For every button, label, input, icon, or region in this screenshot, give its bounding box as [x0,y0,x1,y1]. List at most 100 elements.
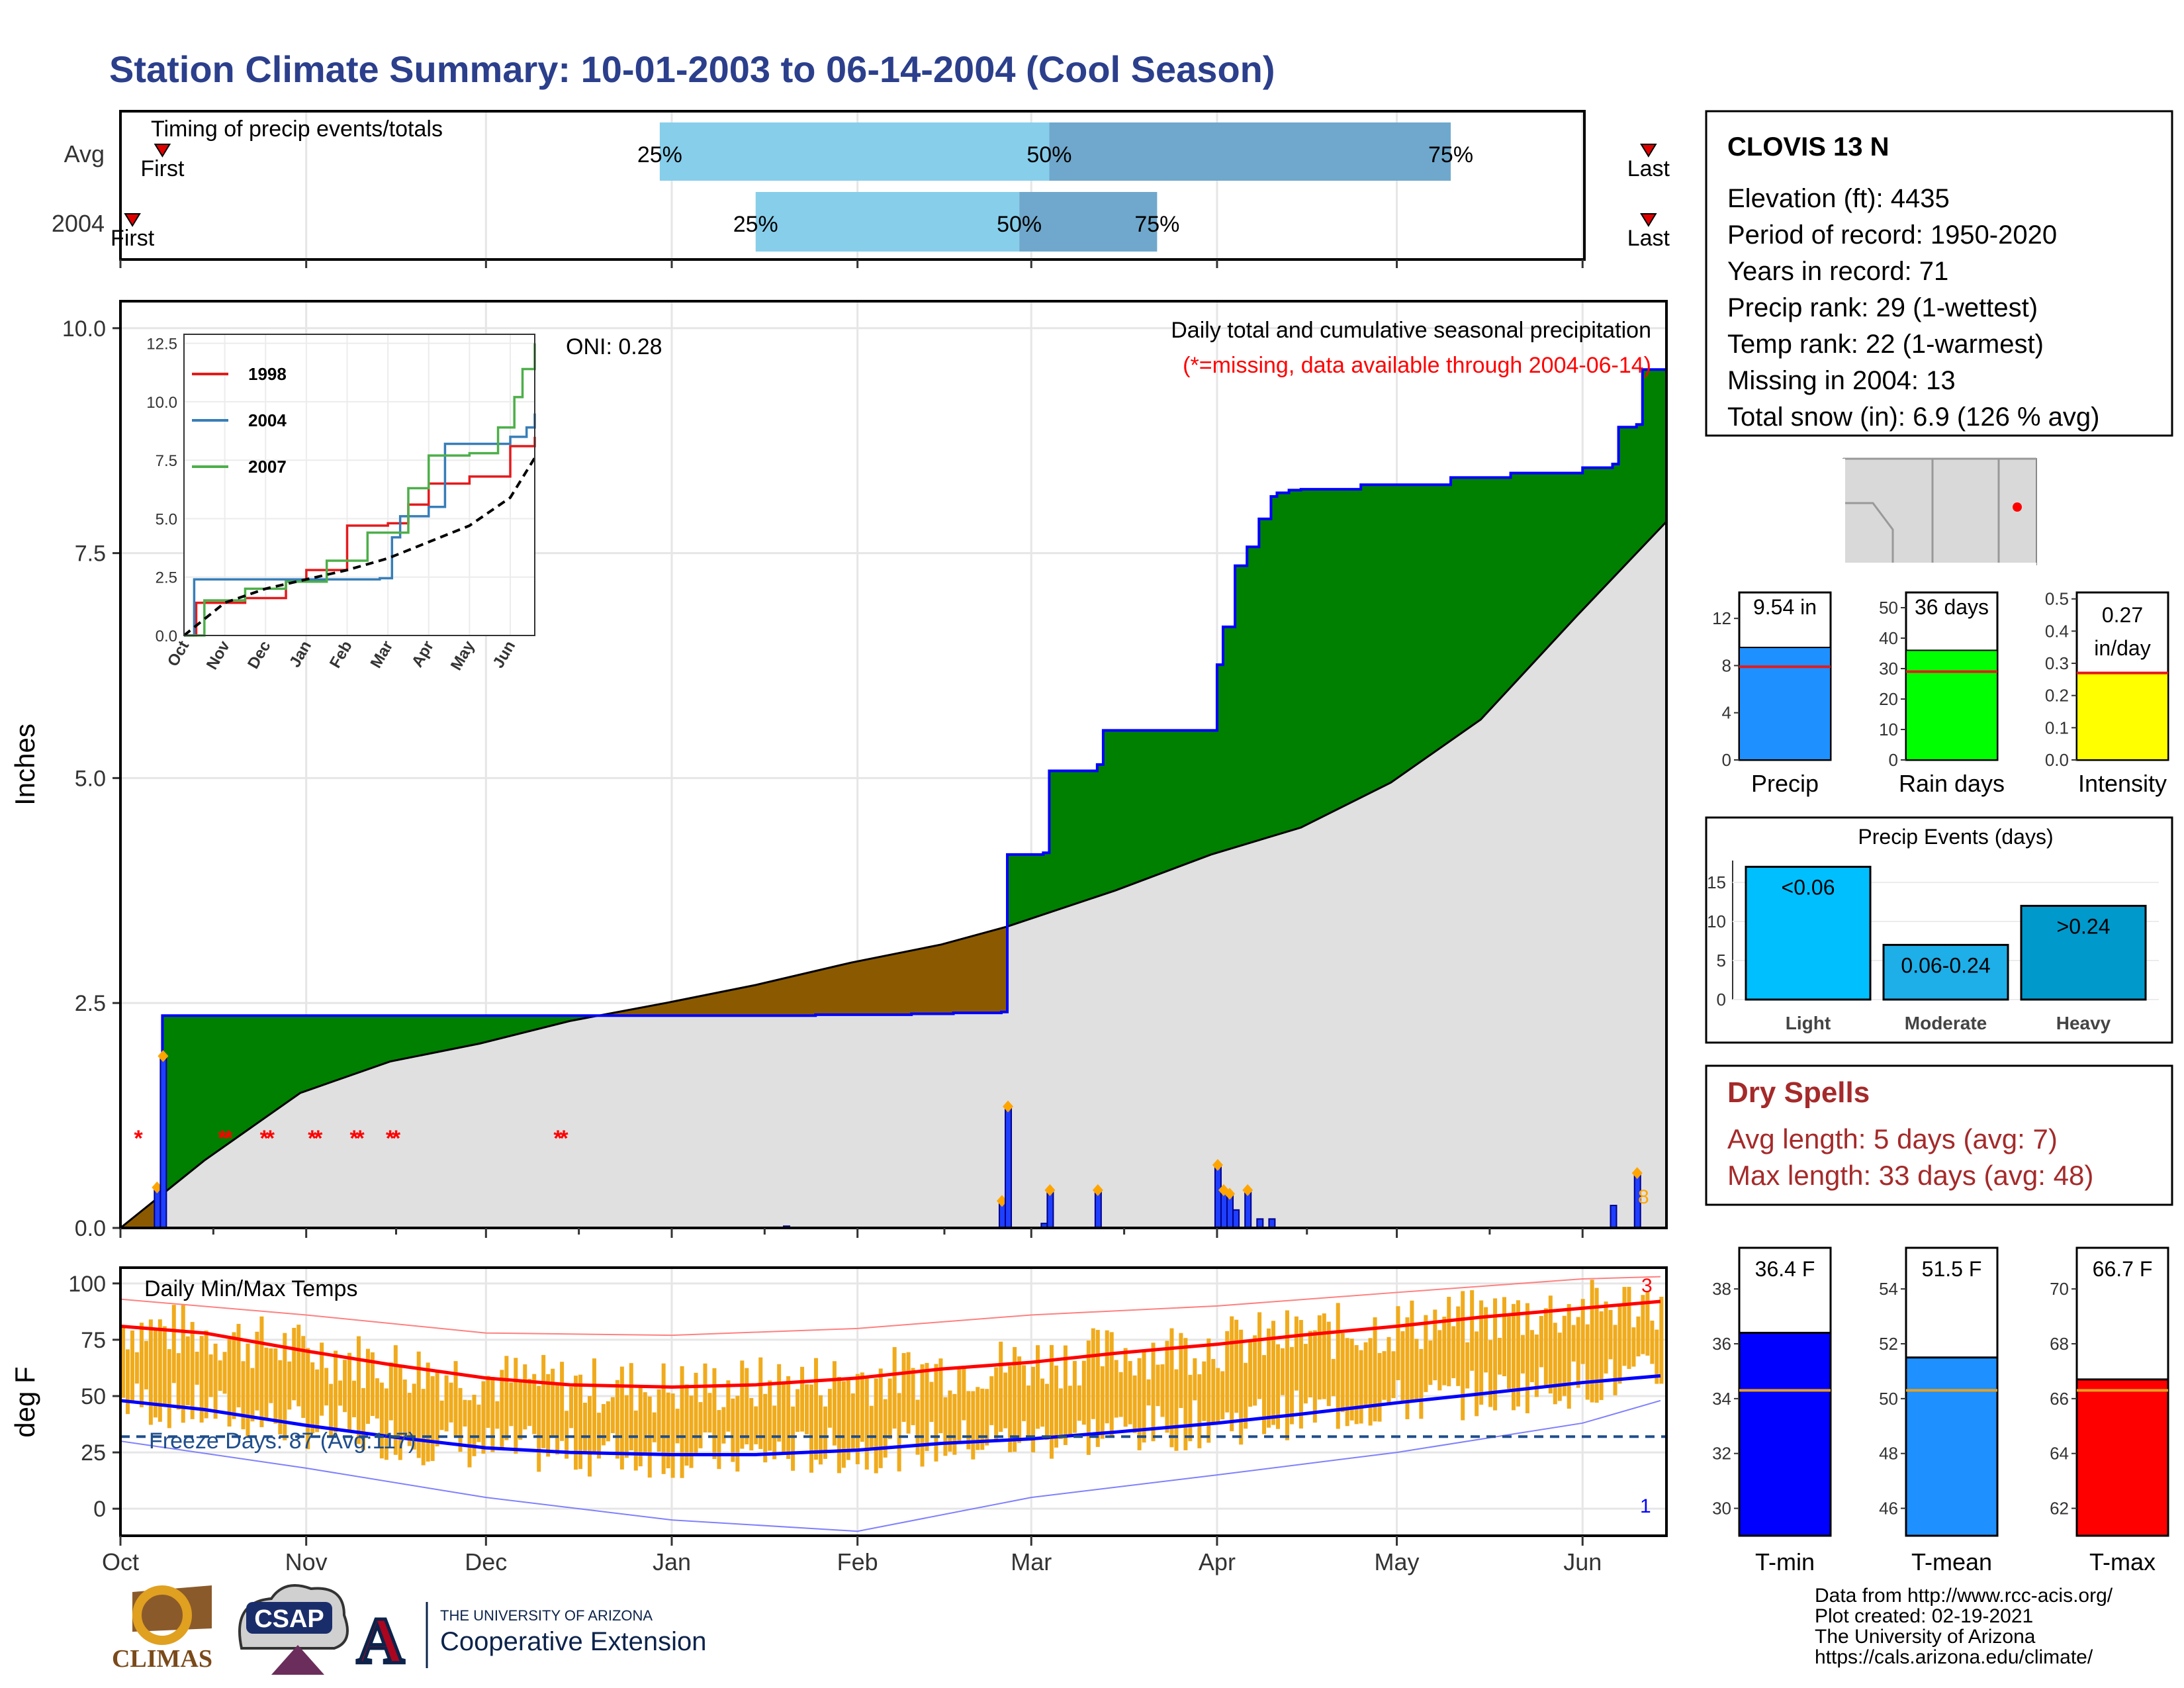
below-average-fill [726,990,729,1016]
above-average-fill [494,1015,496,1040]
temp-panel: 0 25 50 75 100 Daily Min/Max Temps Freeze Da… [9,1266,1668,1537]
above-average-fill [234,1015,236,1139]
below-average-fill [962,938,965,1013]
above-average-fill [1568,473,1570,625]
temp-y-tick-label: 100 [68,1272,106,1297]
heavy-event-marker [158,1050,169,1062]
above-average-fill [1201,730,1203,859]
above-average-fill [1596,467,1598,595]
above-average-fill [436,1015,439,1053]
above-average-fill [514,1015,516,1035]
above-average-fill [1643,369,1646,545]
above-average-fill [1522,473,1525,674]
above-average-fill [1544,473,1547,651]
daily-temp-bar [1225,1331,1230,1413]
above-average-fill [520,1015,522,1034]
above-average-fill [561,1015,564,1023]
above-average-fill [1042,854,1044,915]
daily-temp-bar [365,1348,370,1424]
above-average-fill [1183,730,1185,865]
daily-temp-bar [768,1380,772,1451]
events-tick-label: 5 [1717,951,1726,970]
map-coast [1841,459,2036,567]
daily-temp-bar [777,1364,782,1442]
summary-value-label: 36 days [1915,595,1989,619]
daily-temp-bar [315,1369,320,1432]
credit-line: The University of Arizona [1815,1626,2036,1648]
daily-temp-bar [324,1368,329,1406]
above-average-fill [502,1015,504,1038]
below-average-fill [807,972,810,1016]
above-average-fill [1572,473,1574,620]
daily-temp-bar [199,1336,204,1423]
daily-temp-bar [477,1404,481,1442]
above-average-fill [1614,464,1616,577]
daily-temp-bar [980,1388,985,1450]
above-average-fill [287,1015,290,1102]
daily-temp-bar [352,1380,356,1417]
daily-temp-bar [398,1366,402,1460]
above-average-fill [1494,477,1497,704]
above-average-fill [1250,547,1253,843]
above-average-fill [508,1015,510,1037]
daily-temp-bar [1585,1324,1590,1400]
above-average-fill [404,1015,407,1058]
month-label: May [1375,1548,1420,1575]
above-average-fill [498,1015,500,1039]
above-average-fill [1415,485,1418,765]
precip-y-tick-label: 5.0 [75,766,106,791]
above-average-fill [1073,771,1076,904]
above-average-fill [492,1015,494,1041]
below-average-fill [942,944,945,1014]
above-average-fill [1097,765,1100,896]
daily-temp-bar [657,1389,661,1452]
summary-bar [2076,672,2169,761]
above-average-fill [1163,730,1165,872]
above-average-fill [311,1015,314,1089]
daily-temp-bar [356,1336,361,1444]
daily-temp-bar [805,1384,809,1434]
above-average-fill [1320,489,1322,818]
inset-series-line [184,343,536,637]
above-average-fill [484,1015,486,1043]
above-average-fill [1014,854,1017,924]
above-average-fill [1518,473,1521,679]
above-average-fill [1606,467,1608,585]
daily-temp-bar [938,1358,943,1434]
daily-temp-bar [1132,1375,1137,1433]
daily-precip-bar [1005,1105,1013,1229]
above-average-fill [1463,477,1465,732]
below-average-fill [829,967,832,1015]
above-average-fill [531,1015,534,1031]
above-average-fill [1054,771,1056,911]
daily-temp-bar [1008,1366,1013,1452]
dry-spells-box: Dry Spells Avg length: 5 days (avg: 7) M… [1705,1064,2173,1206]
above-average-fill [244,1015,246,1133]
daily-temp-bar [130,1330,134,1402]
summary-category-label: Precip [1751,770,1819,797]
station-line: Precip rank: 29 (1-wettest) [1727,293,2038,322]
above-average-fill [1161,730,1163,873]
above-average-fill [535,1015,538,1030]
above-average-fill [539,1015,542,1029]
above-average-fill [1403,485,1406,774]
above-average-fill [305,1015,308,1092]
below-average-fill [786,978,788,1016]
temp-summary-tick-label: 34 [1712,1389,1731,1409]
above-average-fill [1087,771,1090,900]
below-average-fill [728,990,731,1016]
daily-temp-bar [1433,1309,1437,1381]
above-average-fill [1141,730,1144,881]
below-average-fill [909,951,911,1015]
timing-panel: 25% 50% 75% First Last 25% 50% 75% First Last Tim… [52,110,1670,261]
above-average-fill [1377,485,1380,789]
above-average-fill [283,1015,286,1105]
daily-temp-bar [1562,1315,1567,1396]
below-average-fill [809,972,812,1016]
above-average-fill [1133,730,1136,884]
daily-temp-bar [740,1360,745,1449]
daily-temp-bar [444,1375,449,1432]
above-average-fill [1034,854,1036,917]
below-average-fill [641,1008,643,1016]
above-average-fill [1532,473,1535,663]
